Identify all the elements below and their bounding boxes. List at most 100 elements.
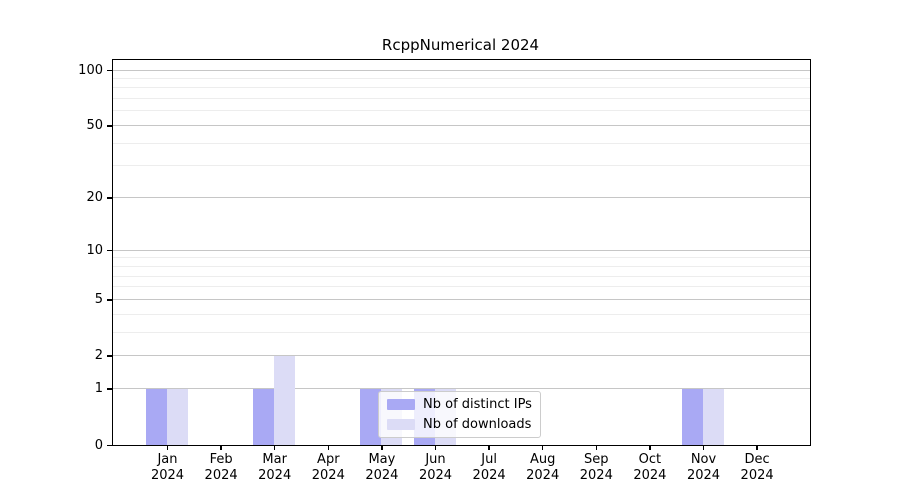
bar-downloads-jan	[167, 388, 188, 445]
gridline-minor	[113, 110, 810, 112]
gridline-minor	[113, 77, 810, 79]
y-tick-mark	[107, 197, 112, 199]
y-tick-label: 20	[86, 190, 103, 206]
x-tick-mark	[381, 446, 383, 450]
bar-downloads-mar	[274, 355, 296, 445]
gridline-minor	[113, 313, 810, 315]
x-tick-mark	[595, 446, 598, 450]
legend-item-downloads: Nb of downloads	[387, 417, 532, 432]
x-tick-mark	[327, 446, 330, 450]
x-tick-month: Feb	[209, 452, 233, 467]
legend: Nb of distinct IPs Nb of downloads	[378, 391, 541, 438]
x-tick-label-jul: Jul 2024	[457, 452, 521, 484]
y-tick-label: 5	[94, 291, 103, 307]
y-tick-mark	[107, 388, 112, 390]
x-tick-mark	[166, 446, 169, 450]
bar-downloads-nov	[703, 388, 724, 445]
x-tick-month: Apr	[317, 452, 340, 467]
x-tick-mark	[220, 446, 222, 450]
x-tick-label-mar: Mar 2024	[243, 452, 307, 484]
y-tick-mark	[107, 249, 112, 252]
x-tick-label-sep: Sep 2024	[564, 452, 628, 484]
y-tick-label: 1	[94, 381, 103, 397]
x-tick-month: Mar	[262, 452, 287, 467]
gridline-major	[113, 249, 810, 251]
gridline-minor	[113, 265, 810, 267]
gridline-major	[113, 197, 810, 199]
x-tick-year: 2024	[204, 468, 238, 483]
legend-label-distinct-ips: Nb of distinct IPs	[423, 397, 532, 412]
x-tick-month: Dec	[744, 452, 770, 467]
x-tick-month: Sep	[584, 452, 609, 467]
x-tick-month: May	[368, 452, 396, 467]
x-tick-label-aug: Aug 2024	[511, 452, 575, 484]
gridline-minor	[113, 331, 810, 333]
y-tick-mark	[107, 299, 112, 301]
x-tick-year: 2024	[472, 468, 506, 483]
x-tick-mark	[756, 446, 758, 450]
y-tick-label: 2	[94, 348, 103, 364]
x-tick-month: Jun	[425, 452, 446, 467]
gridline-minor	[113, 286, 810, 288]
x-tick-year: 2024	[526, 468, 560, 483]
x-tick-mark	[702, 446, 705, 450]
gridline-major	[113, 388, 810, 390]
x-tick-label-oct: Oct 2024	[618, 452, 682, 484]
x-tick-mark	[541, 446, 544, 450]
chart-title: RcppNumerical 2024	[381, 36, 540, 54]
legend-swatch-downloads	[387, 419, 415, 430]
x-tick-month: Nov	[690, 452, 717, 467]
x-tick-year: 2024	[365, 468, 399, 483]
x-tick-year: 2024	[418, 468, 453, 483]
x-tick-year: 2024	[686, 468, 721, 483]
x-tick-mark	[488, 446, 490, 450]
gridline-major	[113, 355, 810, 357]
x-tick-month: Jul	[481, 452, 497, 467]
x-tick-year: 2024	[311, 468, 345, 483]
x-tick-mark	[273, 446, 276, 450]
legend-label-downloads: Nb of downloads	[423, 417, 532, 432]
x-tick-year: 2024	[633, 468, 667, 483]
legend-swatch-distinct-ips	[387, 399, 415, 410]
x-tick-year: 2024	[740, 468, 774, 483]
gridline-minor	[113, 98, 810, 100]
x-tick-mark	[434, 446, 437, 450]
gridline-minor	[113, 257, 810, 259]
gridline-minor	[113, 142, 810, 144]
x-tick-label-jun: Jun 2024	[404, 452, 468, 484]
x-tick-mark	[649, 446, 651, 450]
gridline-minor	[113, 87, 810, 89]
legend-item-distinct-ips: Nb of distinct IPs	[387, 397, 532, 412]
gridline-major	[113, 298, 810, 300]
y-tick-label: 100	[78, 62, 103, 78]
x-tick-label-apr: Apr 2024	[296, 452, 360, 484]
x-tick-label-nov: Nov 2024	[672, 452, 736, 484]
bar-distinct-ips-nov	[682, 388, 703, 445]
bar-distinct-ips-jan	[146, 388, 167, 445]
y-tick-mark	[107, 69, 112, 72]
x-tick-label-may: May 2024	[350, 452, 414, 484]
y-tick-mark	[107, 355, 112, 357]
x-tick-year: 2024	[258, 468, 292, 483]
gridline-minor	[113, 275, 810, 277]
x-tick-year: 2024	[579, 468, 613, 483]
y-tick-label: 50	[86, 118, 103, 134]
bar-distinct-ips-mar	[253, 388, 275, 445]
y-tick-mark	[107, 444, 112, 447]
gridline-major	[113, 125, 810, 127]
x-tick-label-feb: Feb 2024	[189, 452, 253, 484]
x-tick-month: Aug	[529, 452, 556, 467]
y-tick-mark	[107, 125, 112, 127]
x-tick-label-dec: Dec 2024	[725, 452, 789, 484]
y-tick-label: 0	[94, 437, 103, 453]
gridline-minor	[113, 165, 810, 167]
x-tick-label-jan: Jan 2024	[136, 452, 200, 484]
y-tick-label: 10	[86, 242, 103, 258]
plot-area	[112, 59, 811, 446]
x-tick-month: Oct	[638, 452, 662, 467]
x-tick-year: 2024	[150, 468, 185, 483]
bar-distinct-ips-may	[360, 388, 382, 445]
gridline-major	[113, 69, 810, 71]
x-tick-month: Jan	[157, 452, 178, 467]
